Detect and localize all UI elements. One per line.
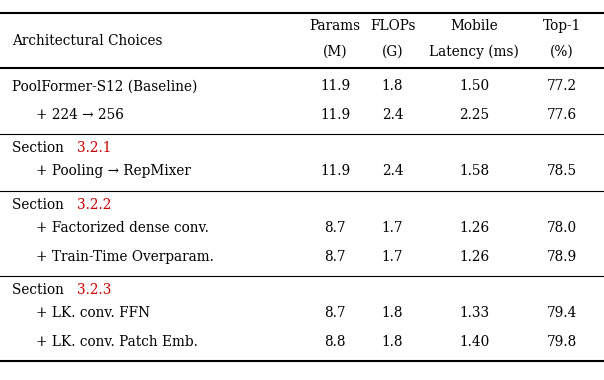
Text: (G): (G) xyxy=(382,44,403,59)
Text: + LK. conv. Patch Emb.: + LK. conv. Patch Emb. xyxy=(36,335,198,349)
Text: 8.7: 8.7 xyxy=(324,221,346,235)
Text: + Pooling → RepMixer: + Pooling → RepMixer xyxy=(36,165,191,178)
Text: 1.8: 1.8 xyxy=(382,335,403,349)
Text: 2.4: 2.4 xyxy=(382,165,403,178)
Text: 3.2.1: 3.2.1 xyxy=(77,141,112,155)
Text: 1.7: 1.7 xyxy=(382,250,403,264)
Text: 2.25: 2.25 xyxy=(459,108,489,122)
Text: 78.5: 78.5 xyxy=(547,165,577,178)
Text: (%): (%) xyxy=(550,44,574,59)
Text: 11.9: 11.9 xyxy=(320,108,350,122)
Text: 2.4: 2.4 xyxy=(382,108,403,122)
Text: (M): (M) xyxy=(323,44,347,59)
Text: 79.8: 79.8 xyxy=(547,335,577,349)
Text: Section: Section xyxy=(12,198,68,212)
Text: PoolFormer-S12 (Baseline): PoolFormer-S12 (Baseline) xyxy=(12,79,198,93)
Text: 8.7: 8.7 xyxy=(324,250,346,264)
Text: 8.7: 8.7 xyxy=(324,306,346,320)
Text: Section: Section xyxy=(12,283,68,297)
Text: 77.2: 77.2 xyxy=(547,79,577,93)
Text: 78.9: 78.9 xyxy=(547,250,577,264)
Text: Top-1: Top-1 xyxy=(542,19,581,33)
Text: + Factorized dense conv.: + Factorized dense conv. xyxy=(36,221,209,235)
Text: 11.9: 11.9 xyxy=(320,165,350,178)
Text: + 224 → 256: + 224 → 256 xyxy=(36,108,124,122)
Text: 3.2.3: 3.2.3 xyxy=(77,283,112,297)
Text: 1.33: 1.33 xyxy=(459,306,489,320)
Text: Latency (ms): Latency (ms) xyxy=(429,44,519,59)
Text: 11.9: 11.9 xyxy=(320,79,350,93)
Text: 8.8: 8.8 xyxy=(324,335,346,349)
Text: FLOPs: FLOPs xyxy=(370,19,416,33)
Text: Mobile: Mobile xyxy=(450,19,498,33)
Text: + LK. conv. FFN: + LK. conv. FFN xyxy=(36,306,150,320)
Text: Params: Params xyxy=(310,19,361,33)
Text: 1.50: 1.50 xyxy=(459,79,489,93)
Text: Section: Section xyxy=(12,141,68,155)
Text: + Train-Time Overparam.: + Train-Time Overparam. xyxy=(36,250,214,264)
Text: 1.40: 1.40 xyxy=(459,335,489,349)
Text: 1.8: 1.8 xyxy=(382,306,403,320)
Text: 1.8: 1.8 xyxy=(382,79,403,93)
Text: 3.2.2: 3.2.2 xyxy=(77,198,112,212)
Text: 1.7: 1.7 xyxy=(382,221,403,235)
Text: Architectural Choices: Architectural Choices xyxy=(12,34,162,48)
Text: 77.6: 77.6 xyxy=(547,108,577,122)
Text: 1.58: 1.58 xyxy=(459,165,489,178)
Text: 1.26: 1.26 xyxy=(459,250,489,264)
Text: 79.4: 79.4 xyxy=(547,306,577,320)
Text: 1.26: 1.26 xyxy=(459,221,489,235)
Text: 78.0: 78.0 xyxy=(547,221,577,235)
